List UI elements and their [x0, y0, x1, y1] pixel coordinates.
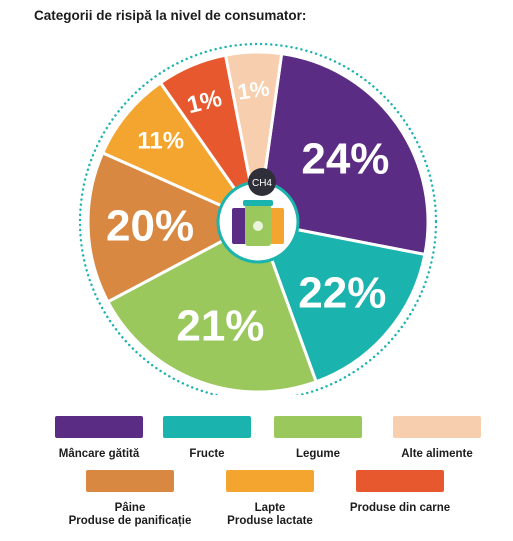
legend-label: Lapte Produse lactate	[227, 502, 313, 527]
legend-item-cooked-food: Mâncare gătită	[37, 416, 161, 461]
pie-slice	[100, 80, 263, 226]
legend-label: Alte alimente	[401, 448, 473, 460]
slice-label: 24%	[301, 135, 389, 184]
legend-swatch	[163, 416, 251, 438]
legend-item-dairy: Lapte Produse lactate	[208, 470, 332, 528]
legend-label: Mâncare gătită	[58, 448, 140, 460]
legend-swatch	[226, 470, 314, 492]
slice-label: 22%	[298, 269, 386, 318]
dotted-outer-ring	[78, 42, 438, 395]
pie-slice	[255, 220, 427, 384]
chart-title: Categorii de risipă la nivel de consumat…	[34, 8, 307, 23]
legend-swatch	[86, 470, 174, 492]
legend-label: Legume	[295, 448, 341, 460]
legend-swatch	[55, 416, 143, 438]
legend-swatch	[393, 416, 481, 438]
pie-slice	[223, 50, 284, 223]
legend-swatch	[356, 470, 444, 492]
pie-slice	[86, 150, 262, 304]
pie-slice	[256, 51, 430, 257]
slice-label: 20%	[106, 202, 194, 251]
slice-label: 21%	[176, 301, 264, 350]
pie-chart: 24%22%21%20%11%1% 1%CH4	[78, 42, 438, 395]
legend-item-meat: Produse din carne	[338, 470, 462, 515]
pie-slice	[105, 219, 319, 394]
legend-label: Produse din carne	[349, 502, 451, 514]
bin-lid-icon	[243, 200, 273, 206]
legend-label: Pâine Produse de panificație	[68, 502, 192, 527]
legend-item-fruits: Fructe	[145, 416, 269, 461]
methane-bubble	[248, 168, 276, 196]
recycle-icon	[253, 221, 263, 231]
legend-item-bread: Pâine Produse de panificație	[68, 470, 192, 528]
bin-icon-orange	[268, 208, 284, 244]
legend-label: Fructe	[189, 448, 225, 460]
legend-swatch	[274, 416, 362, 438]
methane-label: CH4	[252, 178, 272, 189]
legend-item-vegetables: Legume	[256, 416, 380, 461]
bin-icon-purple	[232, 208, 248, 244]
slice-label: 1%	[236, 76, 271, 105]
slice-label: 11%	[137, 128, 184, 155]
legend-item-other-foods: Alte alimente	[375, 416, 499, 461]
